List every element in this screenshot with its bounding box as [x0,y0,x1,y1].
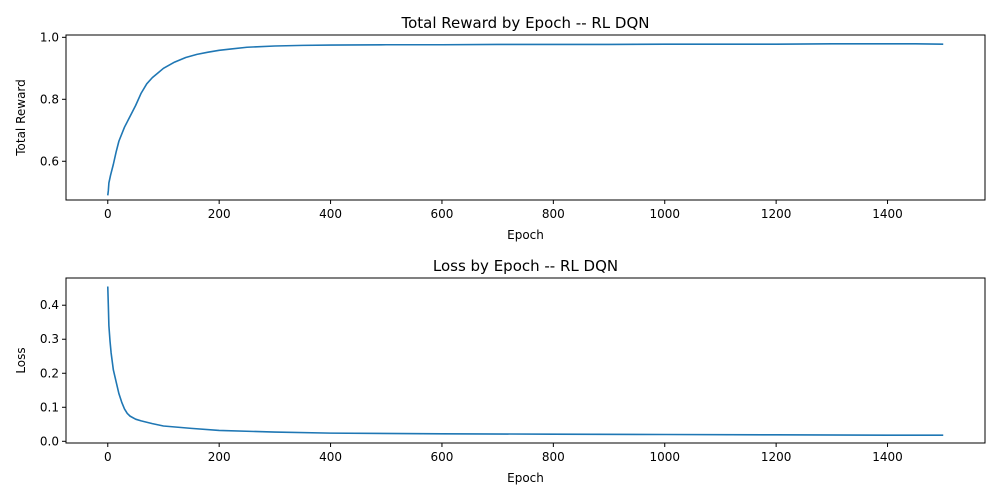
reward-x-tick-label: 600 [431,207,454,221]
loss-y-tick-label: 0.2 [40,366,59,380]
reward-series-line [106,43,944,196]
reward-y-axis-label: Total Reward [14,79,28,157]
reward-plot-area [106,43,944,196]
reward-x-tick-label: 200 [208,207,231,221]
reward-chart-title: Total Reward by Epoch -- RL DQN [400,14,649,32]
loss-y-axis-label: Loss [14,347,28,373]
loss-y-tick-label: 0.1 [40,400,59,414]
reward-x-tick-label: 800 [542,207,565,221]
loss-x-tick-label: 800 [542,450,565,464]
loss-x-tick-label: 1000 [649,450,680,464]
reward-x-tick-label: 0 [104,207,112,221]
reward-axes-frame [65,34,986,201]
loss-plot-area [106,286,944,436]
loss-series-line [106,286,944,436]
loss-x-tick-label: 0 [104,450,112,464]
loss-x-ticks: 0 200 400 600 800 1000 1200 1400 [104,443,903,464]
reward-y-tick-label: 0.8 [40,92,59,106]
reward-y-tick-label: 0.6 [40,154,59,168]
reward-x-tick-label: 1400 [872,207,903,221]
loss-chart-title: Loss by Epoch -- RL DQN [433,257,618,275]
reward-x-tick-label: 400 [319,207,342,221]
loss-y-tick-label: 0.4 [40,298,59,312]
loss-x-tick-label: 600 [431,450,454,464]
reward-x-tick-label: 1200 [761,207,792,221]
reward-subplot: Total Reward by Epoch -- RL DQN Epoch To… [14,14,986,242]
loss-subplot: Loss by Epoch -- RL DQN Epoch Loss 0 200 4… [14,257,986,485]
reward-x-axis-label: Epoch [507,228,544,242]
loss-y-tick-label: 0.3 [40,332,59,346]
reward-y-tick-label: 1.0 [40,30,59,44]
reward-x-tick-label: 1000 [649,207,680,221]
reward-x-ticks: 0 200 400 600 800 1000 1200 1400 [104,200,903,221]
loss-x-axis-label: Epoch [507,471,544,485]
loss-axes-frame [65,277,986,444]
loss-x-tick-label: 400 [319,450,342,464]
reward-y-ticks: 0.6 0.8 1.0 [40,30,66,168]
loss-y-tick-label: 0.0 [40,434,59,448]
loss-y-ticks: 0.0 0.1 0.2 0.3 0.4 [40,298,66,448]
loss-x-tick-label: 1200 [761,450,792,464]
loss-x-tick-label: 1400 [872,450,903,464]
loss-x-tick-label: 200 [208,450,231,464]
